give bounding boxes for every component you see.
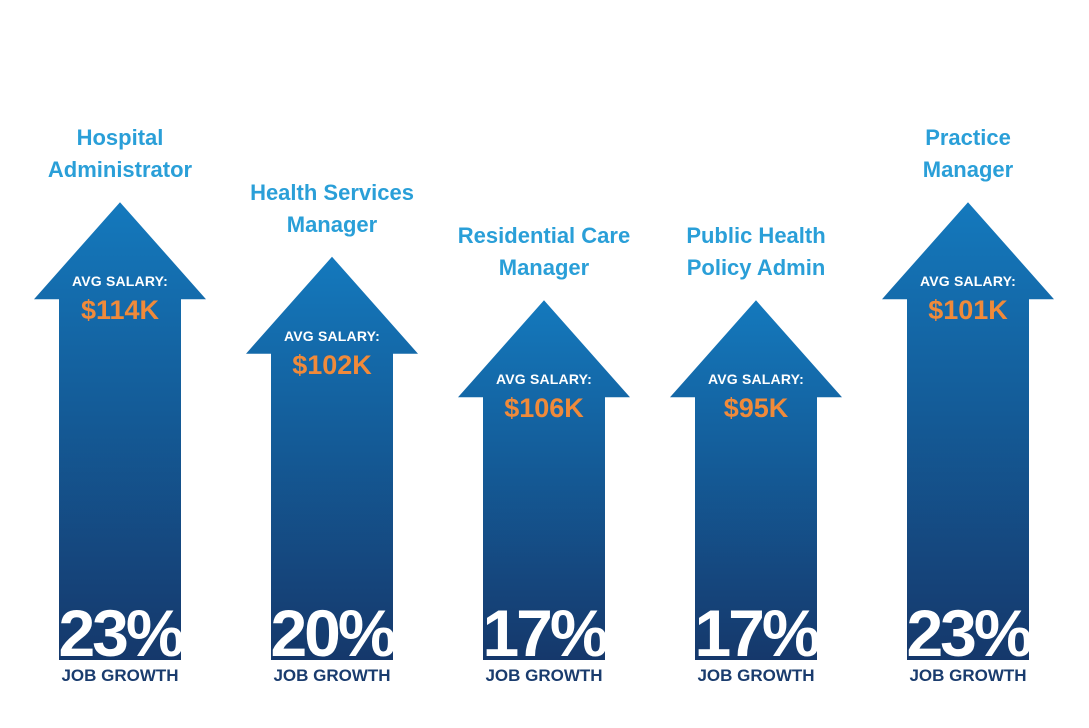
job-title-4: Public Health Policy Admin [636,220,876,284]
job-title-line: Public Health [686,223,826,249]
avg-salary-label: AVG SALARY: [283,327,381,344]
job-title-line: Manager [922,157,1014,183]
growth-arrow-3 [458,300,630,660]
job-growth-value: 17% [482,596,608,670]
growth-arrow-5 [882,202,1054,660]
avg-salary-label: AVG SALARY: [495,371,593,388]
avg-salary-value: $102K [292,349,372,380]
avg-salary-value: $101K [928,295,1008,326]
job-title-line: Administrator [47,157,193,183]
avg-salary-label: AVG SALARY: [71,273,169,290]
job-growth-label: JOB GROWTH [697,666,815,685]
growth-arrow-1 [34,202,206,660]
job-title-line: Health Services [250,179,414,205]
job-title-2: Health Services Manager [212,177,452,241]
avg-salary-value: $106K [504,393,584,424]
avg-salary-value: $95K [723,393,789,424]
job-title-line: Manager [286,211,378,237]
job-growth-value: 17% [694,596,820,670]
job-title-line: Hospital [76,125,164,151]
job-title-3: Residential Care Manager [424,220,664,284]
job-growth-value: 23% [906,596,1032,670]
job-growth-label: JOB GROWTH [273,666,391,685]
job-title-line: Policy Admin [686,255,826,281]
job-title-line: Residential Care [457,223,631,249]
job-title-line: Practice [925,125,1011,151]
growth-arrow-4 [670,300,842,660]
growth-arrow-2 [246,256,418,660]
job-title-1: Hospital Administrator [0,122,240,186]
job-growth-label: JOB GROWTH [909,666,1027,685]
job-title-5: Practice Manager [848,122,1088,186]
job-growth-value: 23% [58,596,184,670]
job-title-line: Manager [498,255,590,281]
avg-salary-label: AVG SALARY: [707,371,805,388]
job-growth-label: JOB GROWTH [485,666,603,685]
job-growth-value: 20% [270,596,396,670]
job-growth-label: JOB GROWTH [61,666,179,685]
avg-salary-label: AVG SALARY: [919,273,1017,290]
avg-salary-value: $114K [80,295,160,326]
